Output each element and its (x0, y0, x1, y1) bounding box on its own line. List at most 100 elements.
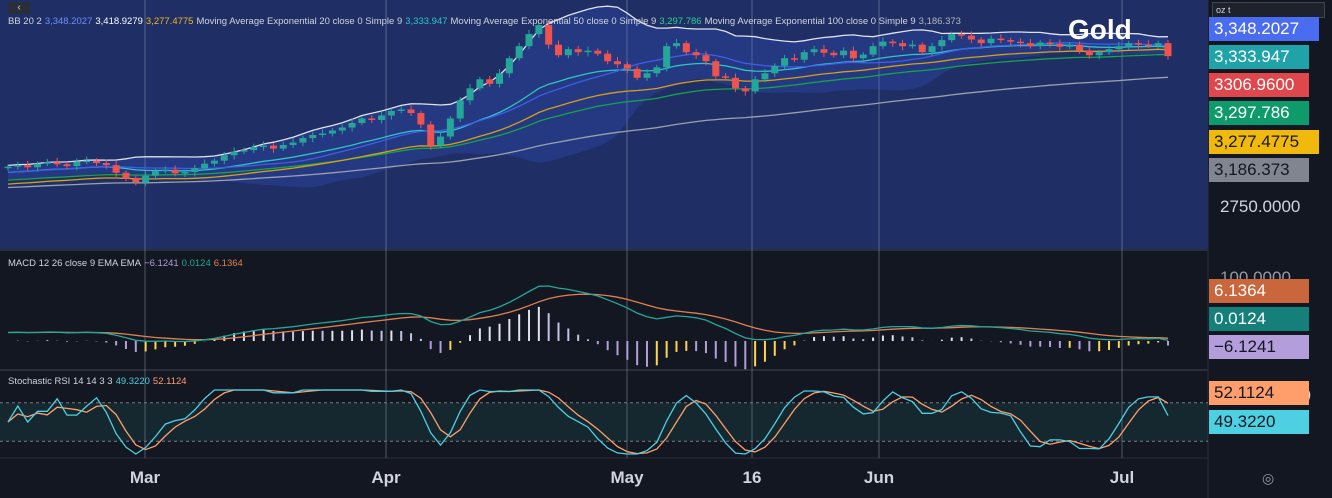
candle-body (1125, 43, 1133, 47)
candle-body (446, 118, 454, 137)
candle-body (1154, 43, 1162, 46)
candle-body (63, 164, 71, 167)
candle-body (427, 124, 435, 146)
candle-body (368, 118, 376, 120)
candle-body (1076, 44, 1084, 51)
candle-body (73, 161, 81, 167)
candle-body (279, 144, 287, 149)
candle-body (1026, 43, 1034, 47)
candle-body (613, 61, 621, 65)
legend-item: −6.1241 (144, 258, 179, 269)
candle-body (790, 58, 798, 60)
candle-body (43, 162, 51, 164)
candle-body (289, 142, 297, 145)
candle-body (476, 79, 484, 89)
candle-body (191, 168, 199, 173)
legend-item: 3,348.2027 (44, 16, 93, 27)
unit-selector[interactable]: oz t (1212, 2, 1325, 18)
candle-body (250, 147, 258, 151)
x-tick-label: May (610, 468, 644, 487)
candle-body (702, 55, 710, 62)
bb-basis-line (7, 42, 1169, 174)
price-badge: 3,333.947 (1209, 45, 1309, 69)
legend-item: Moving Average Exponential 50 close 0 Si… (450, 16, 657, 27)
candle-body (378, 115, 386, 120)
candle-body (328, 130, 336, 134)
candle-body (908, 44, 916, 47)
stoch-pane-bg (0, 370, 1208, 458)
candle-body (1135, 43, 1143, 45)
x-tick-label: 16 (742, 468, 762, 487)
candle-body (338, 127, 346, 131)
candle-body (889, 41, 897, 44)
legend-item: 6.1364 (213, 258, 243, 269)
symbol-title: Gold (1068, 14, 1132, 45)
candle-body (1115, 46, 1123, 50)
legend-item: 3,277.4775 (145, 16, 194, 27)
gear-icon[interactable]: ◎ (1262, 470, 1275, 486)
candle-body (1017, 41, 1025, 44)
candle-body (161, 169, 169, 172)
legend-item: 3,297.786 (659, 16, 702, 27)
candle-body (574, 49, 582, 53)
candle-body (840, 50, 848, 56)
macd-line (7, 285, 1169, 343)
candle-body (496, 73, 504, 84)
candle-body (260, 145, 268, 148)
stoch-badge: 49.3220 (1209, 410, 1309, 434)
candle-body (692, 52, 700, 56)
candle-body (879, 41, 887, 47)
legend-item: 3,333.947 (405, 16, 448, 27)
candle-body (515, 46, 523, 59)
x-tick-label: Mar (129, 468, 161, 487)
candle-body (948, 34, 956, 41)
main-legend: BB 20 2 3,348.2027 3,418.9279 3,277.4775 Mov… (8, 16, 964, 27)
candle-body (309, 135, 317, 139)
legend-item: BB 20 2 (8, 16, 42, 27)
candle-body (771, 65, 779, 74)
candle-body (741, 88, 749, 92)
candle-body (682, 43, 690, 53)
candle-body (849, 50, 857, 59)
candle-body (486, 79, 494, 84)
stoch-legend: Stochastic RSI 14 14 3 3 49.3220 52.1124 (8, 376, 190, 387)
candle-body (564, 49, 572, 56)
candle-body (545, 25, 553, 45)
legend-item: 49.3220 (115, 376, 150, 387)
candle-body (751, 79, 759, 92)
candle-body (977, 39, 985, 44)
candle-body (997, 38, 1005, 41)
candle-body (299, 138, 307, 143)
price-badge: 3306.9600 (1209, 73, 1309, 97)
macd-badge: −6.1241 (1209, 335, 1309, 359)
ema100-line (7, 76, 1169, 189)
candle-body (230, 151, 238, 156)
candle-body (1105, 49, 1113, 53)
candle-body (555, 44, 563, 56)
candle-body (142, 175, 150, 183)
candle-body (1056, 43, 1064, 47)
candle-body (820, 49, 828, 53)
stoch-k-line (7, 389, 1169, 455)
macd-legend: MACD 12 26 close 9 EMA EMA −6.1241 0.0124 6… (8, 258, 246, 269)
price-badge: 3,348.2027 (1209, 17, 1319, 41)
candle-body (83, 160, 91, 163)
ema50-line (7, 53, 1169, 181)
legend-item: Moving Average Exponential 100 close 0 S… (704, 16, 916, 27)
candle-body (24, 165, 32, 168)
bb-upper-line (7, 5, 1169, 167)
candle-body (604, 53, 612, 62)
candle-body (1007, 40, 1015, 42)
x-tick-label: Jul (1109, 468, 1135, 487)
macd-pane-bg (0, 250, 1208, 370)
collapse-legend-button[interactable]: ‹ (8, 2, 30, 14)
candle-body (1095, 52, 1103, 56)
candle-body (132, 178, 140, 183)
candle-body (859, 54, 867, 59)
candle-body (731, 77, 739, 89)
stoch-d-line (7, 389, 1169, 455)
candle-body (4, 166, 12, 169)
candle-body (761, 73, 769, 80)
candle-body (584, 50, 592, 53)
